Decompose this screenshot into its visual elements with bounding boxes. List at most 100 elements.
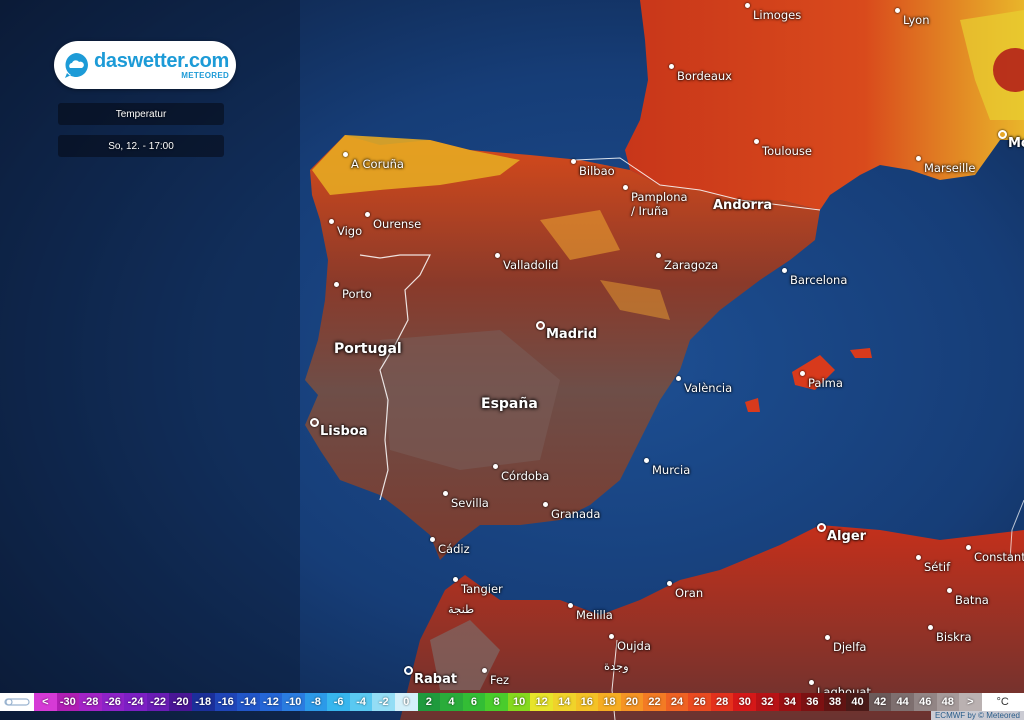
- scale-segment: -28: [79, 693, 102, 711]
- city-name: Oujda: [617, 639, 651, 653]
- scale-segment: 38: [823, 693, 847, 711]
- city-name: Mo: [1008, 136, 1024, 151]
- scale-segment: 14: [552, 693, 576, 711]
- city-marker-icon: [800, 371, 805, 376]
- scale-segment: -22: [146, 693, 170, 711]
- city-name: Valladolid: [503, 258, 559, 272]
- city-name: A Coruña: [351, 157, 404, 171]
- scale-segment: 32: [756, 693, 779, 711]
- data-credit[interactable]: ECMWF by © Meteored: [930, 711, 1024, 720]
- cloud-chat-icon: [65, 53, 88, 78]
- city-name: Toulouse: [762, 144, 812, 158]
- layer-title: Temperatur: [58, 103, 224, 125]
- city-marker-icon: [754, 139, 759, 144]
- scale-segment: -18: [191, 693, 215, 711]
- city-name: Porto: [342, 287, 372, 301]
- city-marker-icon: [404, 666, 413, 675]
- scale-segment: 44: [891, 693, 914, 711]
- scale-segment: 48: [936, 693, 960, 711]
- scale-segment: 4: [440, 693, 463, 711]
- city-name: Sétif: [924, 560, 951, 574]
- scale-segment: 18: [598, 693, 621, 711]
- city-marker-icon: [453, 577, 458, 582]
- country-label: Portugal: [334, 341, 402, 357]
- city-name: Bordeaux: [677, 69, 732, 83]
- scale-segment: -6: [327, 693, 350, 711]
- scale-segment: 34: [778, 693, 802, 711]
- city-marker-icon: [623, 185, 628, 190]
- scale-unit[interactable]: °C: [981, 693, 1024, 711]
- scale-segment: 40: [846, 693, 869, 711]
- scale-segment: 36: [801, 693, 824, 711]
- city-marker-icon: [495, 253, 500, 258]
- city-name: Vigo: [337, 224, 363, 238]
- city-name: Palma: [808, 376, 843, 390]
- brand-logo[interactable]: daswetter.com METEORED: [54, 41, 236, 89]
- scale-segment: -2: [372, 693, 395, 711]
- city-name: Djelfa: [833, 640, 867, 654]
- city-name: Oran: [675, 586, 704, 600]
- city-name: Granada: [551, 507, 601, 521]
- city-marker-icon: [667, 581, 672, 586]
- city-marker-icon: [916, 156, 921, 161]
- city-name: Bilbao: [579, 164, 615, 178]
- city-name: Limoges: [753, 8, 802, 22]
- city-name: Constanti: [974, 550, 1024, 564]
- scale-segment: -20: [169, 693, 192, 711]
- city-marker-icon: [895, 8, 900, 13]
- scale-segment: -10: [282, 693, 305, 711]
- scale-segment: 28: [710, 693, 734, 711]
- city-marker-icon: [669, 64, 674, 69]
- scale-segment: 30: [733, 693, 756, 711]
- scale-segment: 46: [913, 693, 937, 711]
- city-name: València: [684, 381, 733, 395]
- scale-segment: 20: [620, 693, 644, 711]
- scale-segment: >: [959, 693, 982, 711]
- scale-segment: -26: [101, 693, 125, 711]
- city-name: Melilla: [576, 608, 613, 622]
- city-name: Córdoba: [501, 469, 550, 483]
- scale-segment: 22: [643, 693, 666, 711]
- city-name: Madrid: [546, 327, 598, 342]
- city-marker-icon: [998, 130, 1007, 139]
- city-marker-icon: [809, 680, 814, 685]
- city-marker-icon: [493, 464, 498, 469]
- city-marker-icon: [310, 418, 319, 427]
- city-name: Cádiz: [438, 542, 470, 556]
- city-name: Rabat: [414, 672, 458, 687]
- scale-segment: <: [34, 693, 57, 711]
- scale-segment: -16: [214, 693, 238, 711]
- city-marker-icon: [365, 212, 370, 217]
- scale-segment: 16: [575, 693, 599, 711]
- city-name: وجدة: [604, 659, 629, 673]
- city-name: Batna: [955, 593, 989, 607]
- country-label: España: [481, 396, 538, 412]
- brand-sub: METEORED: [181, 70, 230, 80]
- city-marker-icon: [782, 268, 787, 273]
- city-name: Ourense: [373, 217, 422, 231]
- scale-segment: -4: [349, 693, 373, 711]
- scale-segment: -8: [304, 693, 328, 711]
- city-marker-icon: [343, 152, 348, 157]
- city-name: Sevilla: [451, 496, 489, 510]
- city-name: Pamplona / Iruña: [631, 190, 688, 218]
- city-name: Andorra: [713, 198, 773, 213]
- scale-segment: 24: [665, 693, 689, 711]
- city-marker-icon: [536, 321, 545, 330]
- city-marker-icon: [817, 523, 826, 532]
- city-marker-icon: [430, 537, 435, 542]
- city-marker-icon: [966, 545, 971, 550]
- city-marker-icon: [928, 625, 933, 630]
- city-marker-icon: [571, 159, 576, 164]
- city-marker-icon: [543, 502, 548, 507]
- city-marker-icon: [745, 3, 750, 8]
- forecast-datetime: So, 12. - 17:00: [58, 135, 224, 157]
- city-marker-icon: [656, 253, 661, 258]
- city-marker-icon: [676, 376, 681, 381]
- scale-toggle[interactable]: [0, 693, 34, 711]
- scale-segment: 6: [462, 693, 486, 711]
- city-marker-icon: [443, 491, 448, 496]
- city-marker-icon: [568, 603, 573, 608]
- city-marker-icon: [916, 555, 921, 560]
